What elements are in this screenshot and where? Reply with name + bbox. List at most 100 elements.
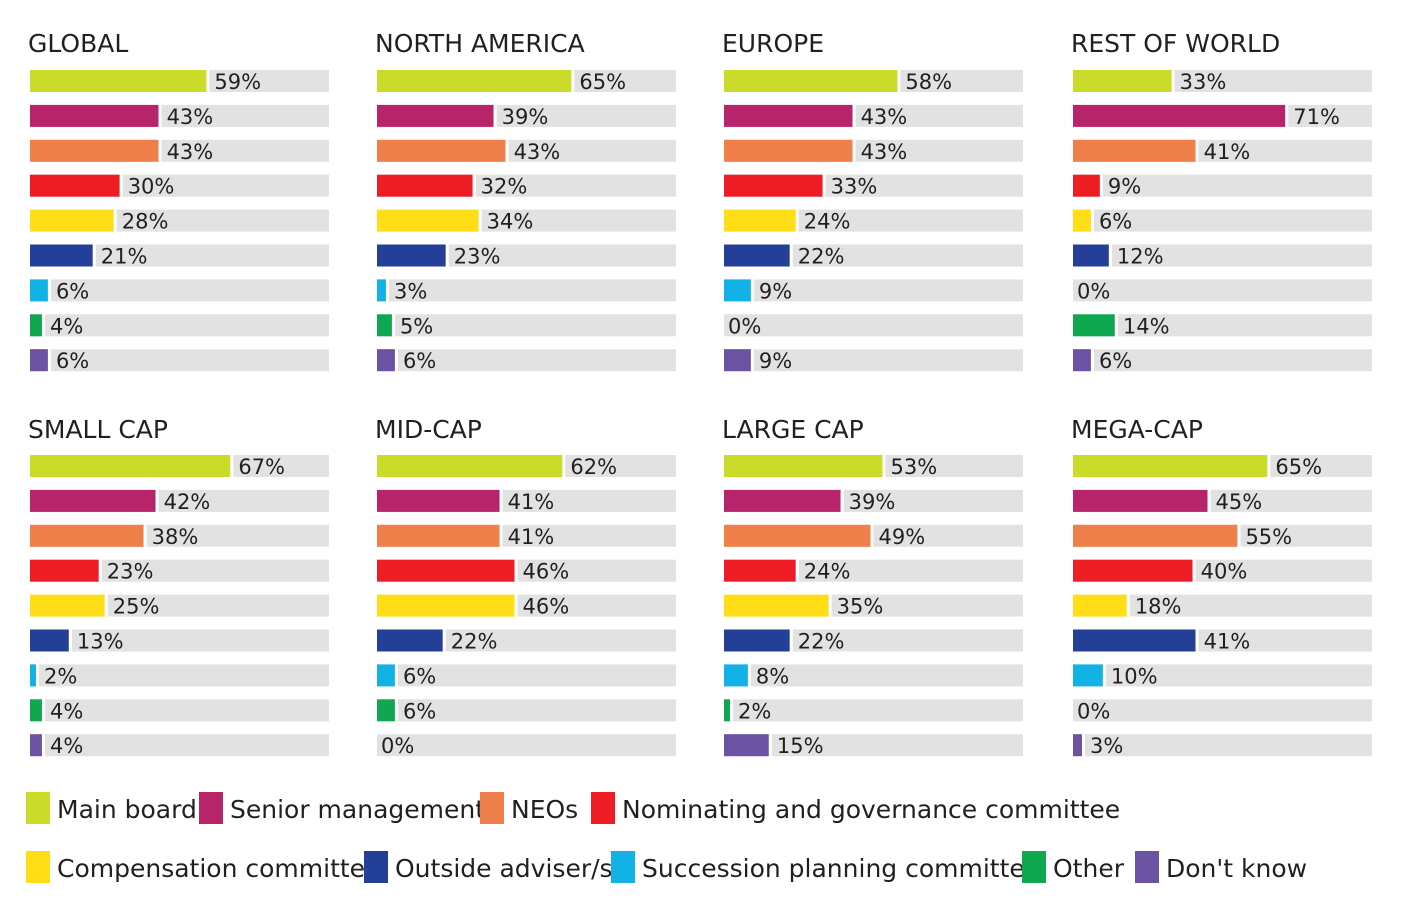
bar-gap: [391, 314, 395, 337]
bar-track: [724, 349, 1023, 372]
bar-gap: [35, 664, 39, 687]
bar: [1073, 455, 1268, 477]
bar-track: [30, 349, 329, 372]
legend-swatch: [591, 792, 615, 824]
bar-gap: [789, 629, 793, 652]
bar-track: [377, 279, 676, 302]
data-label: 22%: [798, 245, 845, 269]
data-label: 23%: [107, 560, 154, 584]
bar-gap: [1099, 174, 1103, 197]
bar: [30, 314, 42, 337]
bar-gap: [41, 734, 45, 757]
bar: [724, 70, 898, 92]
data-label: 21%: [101, 245, 148, 269]
bar: [30, 209, 114, 232]
bar-track: [1073, 279, 1372, 302]
data-label: 46%: [523, 595, 570, 619]
bar: [377, 629, 443, 652]
data-label: 28%: [122, 210, 169, 234]
data-label: 30%: [128, 175, 175, 199]
legend-item: Main board: [26, 792, 197, 824]
panel-north-america: NORTH AMERICA 65% 39% 43% 32% 34% 23% 3% 5% 6%: [375, 29, 676, 373]
bar-gap: [514, 559, 518, 582]
legend-swatch: [611, 851, 635, 883]
bar-track: [1073, 594, 1372, 617]
data-label: 12%: [1117, 245, 1164, 269]
bar: [1073, 734, 1082, 757]
bar-track: [377, 244, 676, 267]
bar-gap: [514, 594, 518, 617]
bar-gap: [206, 70, 210, 92]
bar-gap: [158, 139, 162, 162]
data-label: 2%: [44, 664, 77, 688]
bar: [30, 139, 159, 162]
panel-title: SMALL CAP: [28, 415, 168, 444]
bar-track: [1073, 734, 1372, 757]
bar: [30, 734, 42, 757]
bar-gap: [394, 664, 398, 687]
data-label: 43%: [167, 140, 214, 164]
bar-track: [30, 279, 329, 302]
data-label: 67%: [238, 455, 285, 479]
legend-label: Succession planning committee: [642, 854, 1040, 883]
data-label: 71%: [1293, 105, 1340, 129]
data-label: 0%: [1077, 279, 1110, 303]
bar-track: [724, 244, 1023, 267]
bar: [1073, 209, 1091, 232]
data-label: 6%: [403, 699, 436, 723]
bar-gap: [750, 349, 754, 372]
bar-gap: [1285, 104, 1289, 127]
legend-item: Nominating and governance committee: [591, 792, 1120, 824]
bar-gap: [493, 104, 497, 127]
bar-gap: [897, 70, 901, 92]
legend-label: Don't know: [1166, 854, 1307, 883]
data-label: 9%: [759, 279, 792, 303]
data-label: 10%: [1111, 664, 1158, 688]
bar-gap: [445, 244, 449, 267]
legend-item: Other: [1022, 851, 1125, 883]
bar: [724, 174, 823, 197]
bar: [377, 349, 395, 372]
bar: [30, 524, 144, 547]
bar: [1073, 629, 1196, 652]
bar-track: [1073, 664, 1372, 687]
bar: [1073, 104, 1286, 127]
bar: [30, 244, 93, 267]
bar: [377, 314, 392, 337]
bar-gap: [499, 489, 503, 512]
bar-gap: [870, 524, 874, 547]
bar: [1073, 174, 1100, 197]
legend-swatch: [26, 792, 50, 824]
legend-swatch: [199, 792, 223, 824]
bar-gap: [789, 244, 793, 267]
data-label: 32%: [481, 175, 528, 199]
bar: [724, 664, 748, 687]
bar-gap: [92, 244, 96, 267]
data-label: 9%: [1108, 175, 1141, 199]
data-label: 43%: [514, 140, 561, 164]
bar: [377, 209, 479, 232]
bar: [377, 104, 494, 127]
data-label: 5%: [400, 314, 433, 338]
bar-gap: [158, 104, 162, 127]
data-label: 38%: [152, 525, 199, 549]
bar-gap: [394, 349, 398, 372]
bar-track: [30, 244, 329, 267]
bar: [724, 699, 730, 722]
data-label: 41%: [1204, 140, 1251, 164]
panel-small-cap: SMALL CAP 67% 42% 38% 23% 25% 13%2% 4% 4%: [28, 415, 329, 758]
data-label: 0%: [381, 734, 414, 758]
bar: [377, 70, 572, 92]
bar: [30, 594, 105, 617]
data-label: 39%: [502, 105, 549, 129]
bar-gap: [104, 594, 108, 617]
bar: [724, 349, 751, 372]
bar-track: [1073, 174, 1372, 197]
data-label: 24%: [804, 560, 851, 584]
data-label: 22%: [451, 630, 498, 654]
data-label: 62%: [570, 455, 617, 479]
panel-title: REST OF WORLD: [1071, 29, 1280, 58]
data-label: 3%: [394, 279, 427, 303]
bar: [377, 244, 446, 267]
